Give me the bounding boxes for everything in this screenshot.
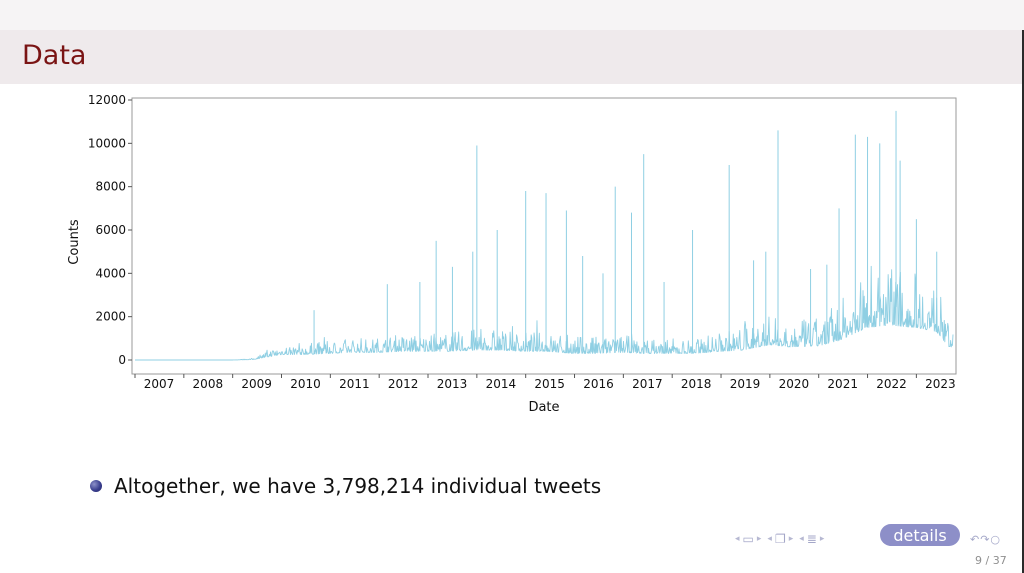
y-axis-label: Counts — [67, 219, 82, 265]
section-nav[interactable]: ◂ ≣ ▸ — [799, 532, 824, 546]
x-tick-label: 2022 — [876, 377, 907, 391]
bullet-item: Altogether, we have 3,798,214 individual… — [90, 474, 601, 498]
slide-title: Data — [22, 40, 87, 71]
arrow-left-icon[interactable]: ◂ — [799, 534, 804, 544]
arrow-right-icon[interactable]: ▸ — [756, 534, 762, 544]
frame-nav[interactable]: ◂ ▭ ▸ — [735, 532, 761, 546]
section-icon[interactable]: ≣ — [806, 532, 817, 546]
x-tick-label: 2011 — [339, 377, 370, 391]
y-tick-label: 10000 — [88, 136, 126, 150]
x-tick-label: 2014 — [486, 377, 517, 391]
y-tick-label: 2000 — [95, 310, 126, 324]
axis-layer: 0 2000 4000 6000 8000 10000 12000 2007 2008 2009 2… — [88, 93, 956, 391]
x-tick-label: 2015 — [534, 377, 565, 391]
bullet-text: Altogether, we have 3,798,214 individual… — [114, 474, 602, 498]
frame-icon[interactable]: ▭ — [742, 532, 754, 546]
x-tick-label: 2009 — [241, 377, 272, 391]
x-axis-label: Date — [528, 400, 559, 415]
x-tick-label: 2016 — [583, 377, 614, 391]
subsection-nav[interactable]: ◂ ❐ ▸ — [767, 532, 793, 546]
arrow-left-icon[interactable]: ◂ — [735, 534, 740, 544]
x-tick-label: 2013 — [437, 377, 468, 391]
top-strip — [0, 0, 1024, 30]
x-tick-label: 2008 — [193, 377, 224, 391]
page-number: 9 / 37 — [975, 554, 1007, 567]
x-tick-label: 2018 — [681, 377, 712, 391]
details-button[interactable]: details — [880, 524, 960, 546]
x-tick-label: 2012 — [388, 377, 419, 391]
window-edge — [1022, 30, 1024, 573]
subsection-icon[interactable]: ❐ — [774, 532, 786, 546]
arrow-right-icon[interactable]: ▸ — [819, 534, 825, 544]
plot-area — [131, 97, 957, 375]
beamer-navigation: ◂ ▭ ▸ ◂ ❐ ▸ ◂ ≣ ▸ — [735, 532, 824, 546]
arrow-left-icon[interactable]: ◂ — [767, 534, 772, 544]
x-tick-label: 2019 — [730, 377, 761, 391]
x-tick-label: 2017 — [632, 377, 663, 391]
bullet-icon — [90, 480, 102, 492]
x-tick-label: 2010 — [290, 377, 321, 391]
series-layer — [135, 110, 954, 361]
y-tick-label: 12000 — [88, 93, 126, 107]
tweet-counts-chart: 0 2000 4000 6000 8000 10000 12000 2007 2008 2009 2… — [67, 93, 957, 415]
y-tick-label: 6000 — [95, 223, 126, 237]
y-tick-label: 4000 — [95, 266, 126, 280]
x-tick-label: 2020 — [779, 377, 810, 391]
x-tick-label: 2021 — [827, 377, 858, 391]
search-icon[interactable]: ↶↷○ — [970, 533, 1002, 546]
arrow-right-icon[interactable]: ▸ — [788, 534, 794, 544]
x-tick-label: 2007 — [144, 377, 175, 391]
y-tick-label: 8000 — [95, 180, 126, 194]
title-bar — [0, 30, 1024, 84]
series-line — [135, 265, 954, 361]
x-tick-label: 2023 — [925, 377, 956, 391]
y-tick-label: 0 — [118, 353, 126, 367]
